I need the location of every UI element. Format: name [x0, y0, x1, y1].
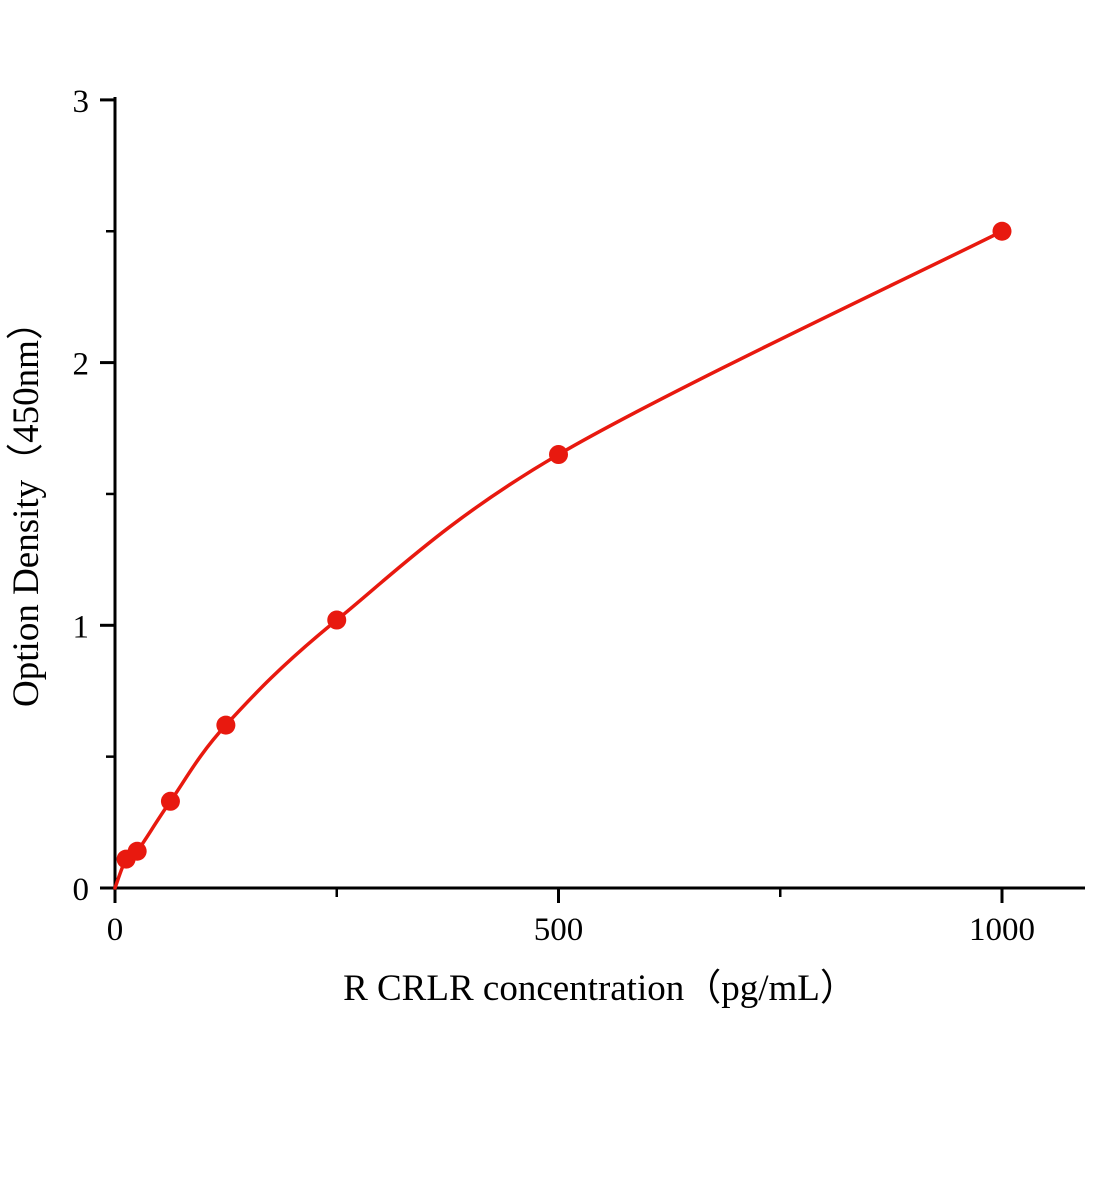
axes	[113, 97, 1085, 890]
data-point	[327, 610, 347, 630]
x-axis-title: R CRLR concentration（pg/mL）	[343, 968, 857, 1009]
data-point	[160, 791, 180, 811]
plot-series	[113, 221, 1012, 890]
data-point	[216, 715, 236, 735]
data-point	[549, 445, 568, 465]
axis-ticks	[100, 98, 1004, 903]
y-axis-title: Option Density（450nm）	[6, 303, 47, 707]
data-point	[127, 841, 147, 861]
y-tick-label: 0	[73, 872, 90, 908]
y-tick-label: 3	[73, 84, 90, 120]
data-point	[992, 221, 1012, 241]
x-tick-label: 0	[107, 912, 124, 948]
curve-line	[113, 229, 1004, 890]
y-tick-label: 1	[73, 609, 90, 645]
x-tick-label: 1000	[969, 912, 1035, 948]
x-tick-label: 500	[534, 912, 584, 948]
tick-labels: 0 500 1000 0 1 2 3	[73, 84, 1036, 948]
y-tick-label: 2	[73, 347, 90, 383]
